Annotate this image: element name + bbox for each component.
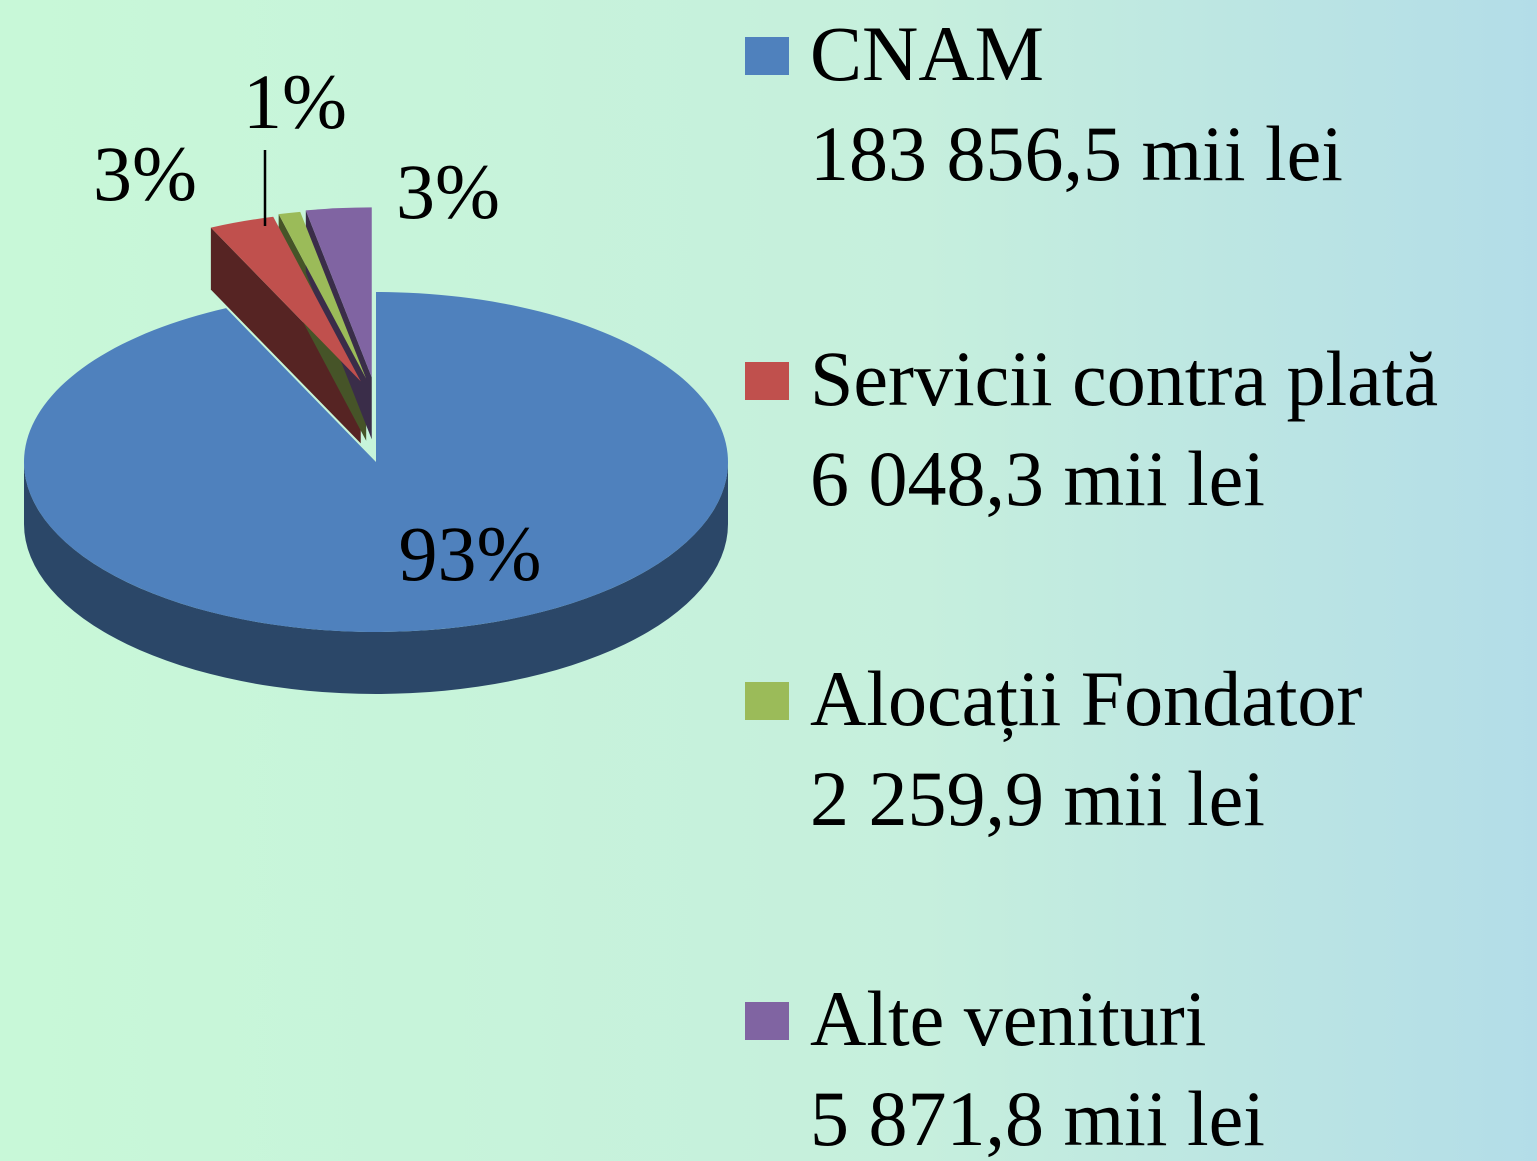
legend-label: Servicii contra plată xyxy=(810,335,1438,422)
legend-amount: 2 259,9 mii lei xyxy=(810,755,1265,842)
data-label: 1% xyxy=(243,58,347,145)
legend-amount: 183 856,5 mii lei xyxy=(810,110,1343,197)
legend-label: Alte venituri xyxy=(810,975,1206,1062)
pie-slice xyxy=(24,292,729,633)
legend-swatch xyxy=(745,1002,789,1040)
pie-slice xyxy=(210,216,361,382)
legend-swatch xyxy=(745,362,789,400)
legend-label: CNAM xyxy=(810,10,1044,97)
legend-swatch xyxy=(745,682,789,720)
pie-slice xyxy=(305,207,372,378)
data-label: 3% xyxy=(93,130,197,217)
data-label: 3% xyxy=(396,148,500,235)
slice-wall xyxy=(210,227,361,444)
legend-label: Alocații Fondator xyxy=(810,655,1362,743)
pie-slice xyxy=(278,211,367,379)
legend-swatch xyxy=(745,37,789,75)
data-label: 93% xyxy=(399,510,542,597)
slice-side xyxy=(24,462,728,694)
legend-amount: 5 871,8 mii lei xyxy=(810,1075,1265,1161)
legend-amount: 6 048,3 mii lei xyxy=(810,435,1265,522)
